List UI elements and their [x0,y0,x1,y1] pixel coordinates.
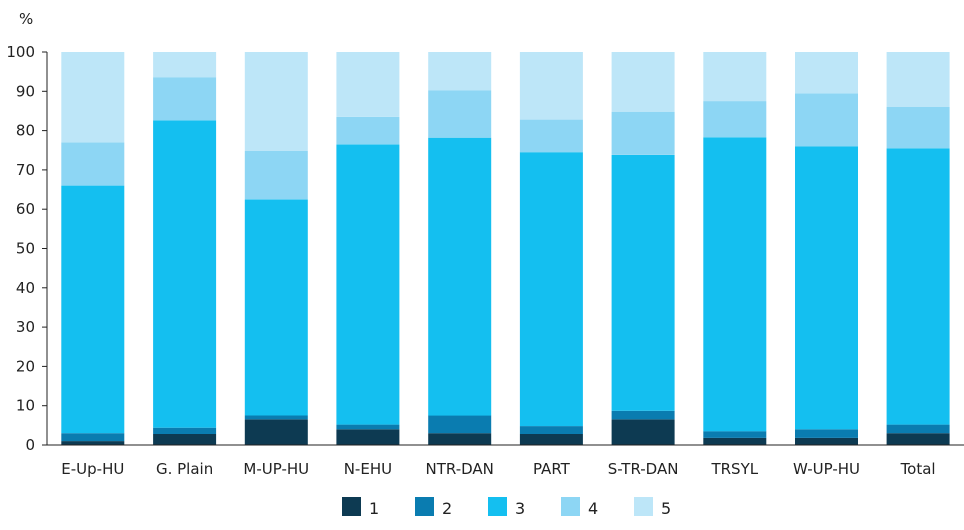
bar-segment-3-6 [611,155,675,411]
bar-segment-2-7 [703,431,767,438]
x-tick-label: TRSYL [710,460,758,478]
bar-segment-3-1 [153,120,217,428]
bars-layer [61,52,950,445]
x-tick-label: NTR-DAN [426,460,494,478]
bar-segment-1-8 [795,437,858,445]
bar-segment-2-4 [428,415,492,434]
legend: 1 2 3 4 5 [342,497,671,518]
axes-layer: E-Up-HU G. Plain M-UP-HU N-EHU NTR-DAN PART S-… [6,43,964,478]
y-tick-label: 90 [16,82,35,100]
x-tick-label: PART [533,460,571,478]
bar-segment-3-0 [61,185,125,434]
bar-segment-2-6 [611,410,675,420]
legend-label-5: 5 [661,499,671,518]
y-tick-label: 60 [16,200,35,218]
x-tick-label: G. Plain [156,460,213,478]
legend-label-4: 4 [588,499,598,518]
y-tick-label: 0 [25,436,35,454]
bar-segment-4-0 [61,142,125,186]
x-tick-label: E-Up-HU [61,460,124,478]
bar-segment-2-8 [795,429,858,438]
x-tick-label: N-EHU [344,460,392,478]
bar-segment-1-0 [61,441,125,445]
bar-segment-3-7 [703,137,767,432]
bar-segment-5-9 [886,52,950,107]
bar-segment-3-4 [428,137,492,416]
bar-segment-1-6 [611,419,675,445]
legend-label-1: 1 [369,499,379,518]
bar-segment-4-6 [611,111,675,155]
bar-segment-3-3 [336,144,400,425]
bar-segment-2-2 [244,415,308,420]
x-tick-label: W-UP-HU [793,460,860,478]
bar-segment-5-0 [61,52,125,143]
x-tick-label: M-UP-HU [243,460,309,478]
y-tick-label: 80 [16,122,35,140]
bar-segment-2-1 [153,427,217,434]
bar-segment-2-5 [519,426,583,434]
bar-segment-4-1 [153,77,217,121]
bar-segment-5-3 [336,52,400,117]
legend-swatch-5 [634,497,653,516]
bar-segment-5-7 [703,52,767,102]
bar-segment-1-7 [703,437,767,445]
bar-segment-3-8 [795,146,858,430]
bar-segment-5-2 [244,52,308,151]
bar-segment-4-3 [336,116,400,145]
bar-segment-5-8 [795,52,858,94]
bar-segment-4-2 [244,151,308,200]
bar-segment-5-6 [611,52,675,112]
bar-segment-5-4 [428,52,492,91]
y-tick-label: 20 [16,357,35,375]
bar-segment-4-7 [703,101,767,138]
bar-segment-1-4 [428,433,492,445]
bar-segment-5-1 [153,52,217,78]
bar-segment-1-2 [244,419,308,445]
legend-swatch-2 [415,497,434,516]
x-tick-label: S-TR-DAN [608,460,679,478]
x-tick-label: Total [900,460,936,478]
bar-segment-4-4 [428,90,492,138]
legend-swatch-4 [561,497,580,516]
y-axis-unit-label: % [19,10,33,28]
bar-segment-2-0 [61,433,125,442]
bar-segment-4-5 [519,119,583,153]
bar-segment-5-5 [519,52,583,120]
bar-segment-3-2 [244,199,308,416]
y-tick-label: 70 [16,161,35,179]
legend-label-2: 2 [442,499,452,518]
y-tick-label: 100 [6,43,35,61]
bar-segment-1-5 [519,434,583,445]
bar-segment-2-3 [336,424,400,430]
bar-segment-2-9 [886,424,950,434]
y-tick-label: 30 [16,318,35,336]
bar-segment-1-3 [336,429,400,445]
y-tick-label: 50 [16,240,35,258]
bar-segment-4-9 [886,107,950,149]
bar-segment-4-8 [795,93,858,147]
legend-label-3: 3 [515,499,525,518]
bar-segment-1-1 [153,434,217,445]
bar-segment-3-5 [519,152,583,427]
legend-swatch-1 [342,497,361,516]
bar-segment-1-9 [886,433,950,445]
y-tick-label: 10 [16,397,35,415]
y-tick-label: 40 [16,279,35,297]
bar-segment-3-9 [886,148,950,425]
legend-swatch-3 [488,497,507,516]
